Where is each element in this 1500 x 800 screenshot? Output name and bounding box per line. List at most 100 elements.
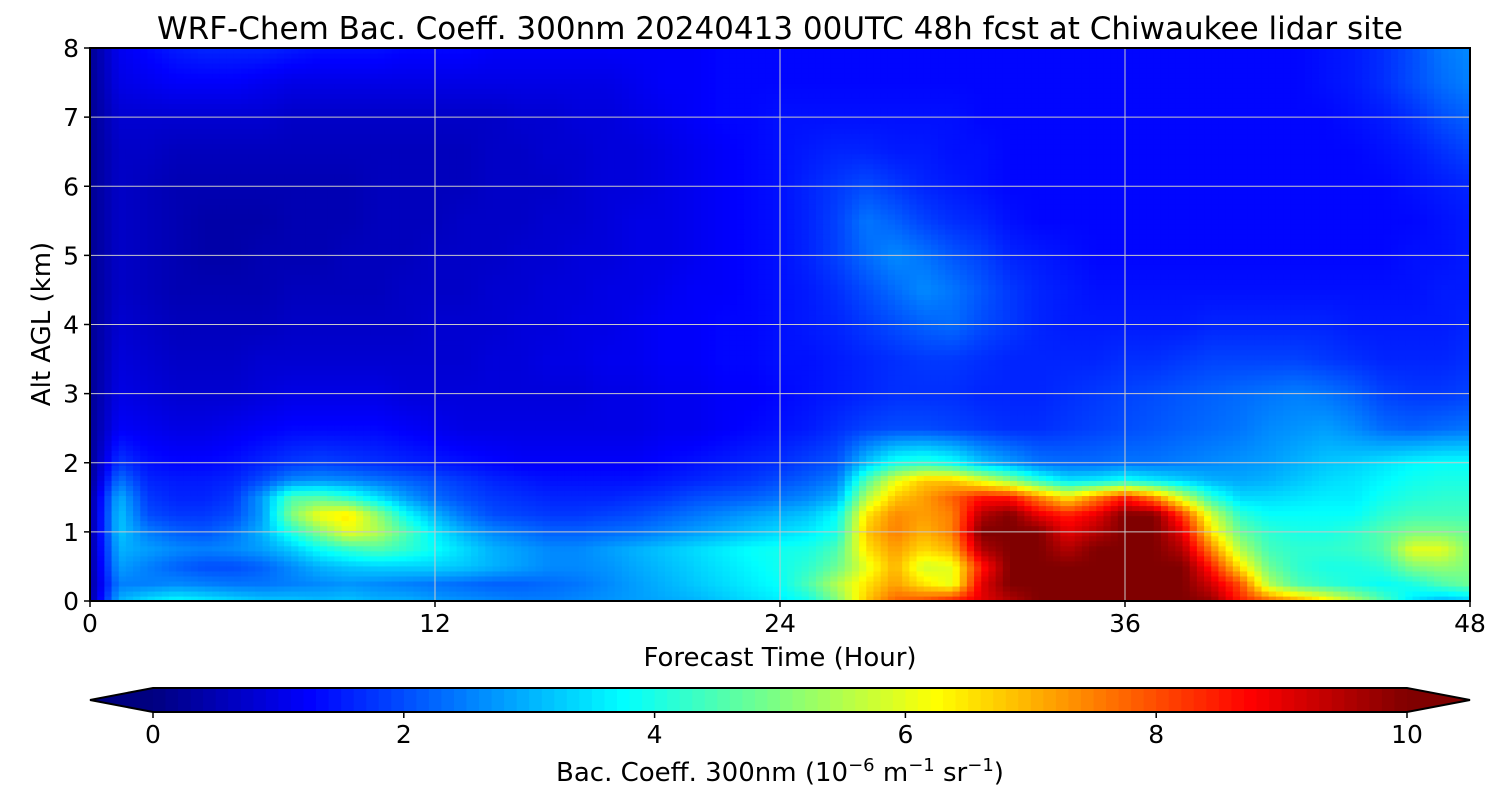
heatmap-cell: [809, 500, 817, 506]
heatmap-cell: [176, 571, 184, 577]
heatmap-cell: [902, 591, 910, 597]
heatmap-cell: [212, 511, 220, 517]
heatmap-cell: [730, 556, 738, 562]
heatmap-cell: [413, 556, 421, 562]
heatmap-cell: [1405, 516, 1413, 522]
heatmap-cell: [794, 566, 802, 572]
heatmap-cell: [945, 571, 953, 577]
heatmap-cell: [1319, 526, 1327, 532]
heatmap-cell: [1183, 516, 1191, 522]
heatmap-cell: [234, 485, 242, 491]
heatmap-cell: [1298, 581, 1306, 587]
heatmap-cell: [758, 485, 766, 491]
heatmap-cell: [1312, 576, 1320, 582]
heatmap-cell: [1060, 511, 1068, 517]
heatmap-cell: [579, 490, 587, 496]
heatmap-cell: [320, 571, 328, 577]
heatmap-cell: [119, 536, 127, 542]
heatmap-cell: [385, 500, 393, 506]
heatmap-cell: [291, 505, 299, 511]
heatmap-cell: [133, 586, 141, 592]
heatmap-cell: [1441, 516, 1449, 522]
heatmap-cell: [1132, 480, 1140, 486]
heatmap-cell: [1154, 511, 1162, 517]
heatmap-cell: [953, 591, 961, 597]
heatmap-cell: [1068, 490, 1076, 496]
heatmap-cell: [162, 495, 170, 501]
heatmap-cell: [852, 470, 860, 476]
heatmap-cell: [1053, 541, 1061, 547]
heatmap-cell: [708, 541, 716, 547]
heatmap-cell: [622, 521, 630, 527]
heatmap-cell: [1075, 586, 1083, 592]
heatmap-cell: [1197, 490, 1205, 496]
heatmap-cell: [572, 480, 580, 486]
heatmap-cell: [1154, 566, 1162, 572]
heatmap-cell: [442, 576, 450, 582]
heatmap-cell: [428, 516, 436, 522]
heatmap-cell: [988, 561, 996, 567]
heatmap-cell: [744, 485, 752, 491]
heatmap-cell: [191, 541, 199, 547]
heatmap-cell: [385, 516, 393, 522]
heatmap-cell: [1139, 470, 1147, 476]
heatmap-cell: [873, 480, 881, 486]
heatmap-cell: [701, 551, 709, 557]
heatmap-cell: [248, 490, 256, 496]
heatmap-cell: [478, 561, 486, 567]
heatmap-cell: [651, 505, 659, 511]
heatmap-cell: [701, 505, 709, 511]
heatmap-cell: [1319, 505, 1327, 511]
heatmap-cell: [687, 566, 695, 572]
heatmap-cell: [1053, 581, 1061, 587]
heatmap-cell: [902, 576, 910, 582]
heatmap-cell: [1046, 521, 1054, 527]
heatmap-cell: [1183, 571, 1191, 577]
heatmap-cell: [830, 521, 838, 527]
heatmap-cell: [679, 511, 687, 517]
heatmap-cell: [406, 485, 414, 491]
heatmap-cell: [191, 490, 199, 496]
heatmap-cell: [291, 490, 299, 496]
heatmap-cell: [356, 571, 364, 577]
heatmap-cell: [449, 571, 457, 577]
heatmap-cell: [1003, 511, 1011, 517]
heatmap-cell: [1197, 500, 1205, 506]
heatmap-cell: [1456, 495, 1464, 501]
heatmap-cell: [1362, 581, 1370, 587]
heatmap-cell: [1125, 521, 1133, 527]
heatmap-cell: [334, 495, 342, 501]
heatmap-cell: [1060, 521, 1068, 527]
heatmap-cell: [1456, 571, 1464, 577]
heatmap-cell: [708, 485, 716, 491]
heatmap-cell: [564, 521, 572, 527]
heatmap-cell: [500, 566, 508, 572]
heatmap-cell: [413, 586, 421, 592]
heatmap-cell: [1420, 556, 1428, 562]
heatmap-cell: [794, 551, 802, 557]
heatmap-cell: [1427, 581, 1435, 587]
heatmap-cell: [406, 495, 414, 501]
heatmap-cell: [399, 526, 407, 532]
heatmap-cell: [773, 536, 781, 542]
heatmap-cell: [255, 556, 263, 562]
heatmap-cell: [471, 516, 479, 522]
heatmap-cell: [945, 536, 953, 542]
heatmap-cell: [298, 591, 306, 597]
heatmap-cell: [881, 571, 889, 577]
heatmap-cell: [435, 576, 443, 582]
heatmap-cell: [191, 571, 199, 577]
heatmap-cell: [794, 571, 802, 577]
heatmap-cell: [507, 546, 515, 552]
heatmap-cell: [723, 586, 731, 592]
heatmap-cell: [974, 556, 982, 562]
heatmap-cell: [895, 571, 903, 577]
heatmap-cell: [895, 470, 903, 476]
heatmap-cell: [1233, 500, 1241, 506]
heatmap-cell: [406, 536, 414, 542]
heatmap-cell: [1082, 485, 1090, 491]
heatmap-cell: [442, 551, 450, 557]
heatmap-cell: [1046, 500, 1054, 506]
heatmap-cell: [327, 475, 335, 481]
heatmap-cell: [1161, 576, 1169, 582]
